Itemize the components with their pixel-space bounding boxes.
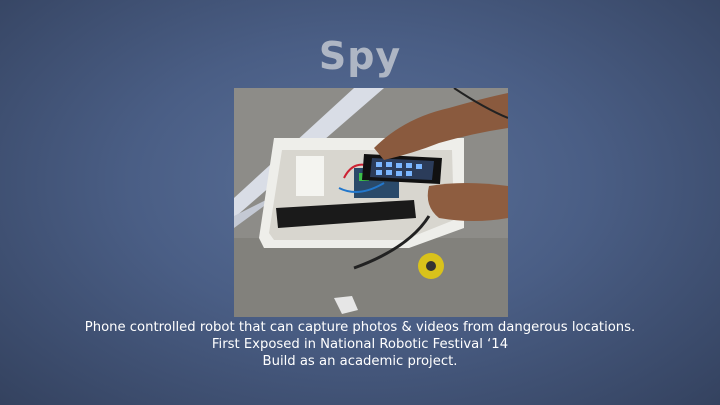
slide-caption: Phone controlled robot that can capture … bbox=[0, 319, 720, 370]
robot-photo-illustration bbox=[234, 88, 508, 317]
caption-line-1: Phone controlled robot that can capture … bbox=[84, 320, 636, 335]
caption-line-2: First Exposed in National Robotic Festiv… bbox=[211, 337, 509, 352]
caption-line-3: Build as an academic project. bbox=[262, 354, 458, 369]
slide-title: Spy bbox=[318, 34, 402, 78]
robot-photo bbox=[234, 88, 508, 317]
